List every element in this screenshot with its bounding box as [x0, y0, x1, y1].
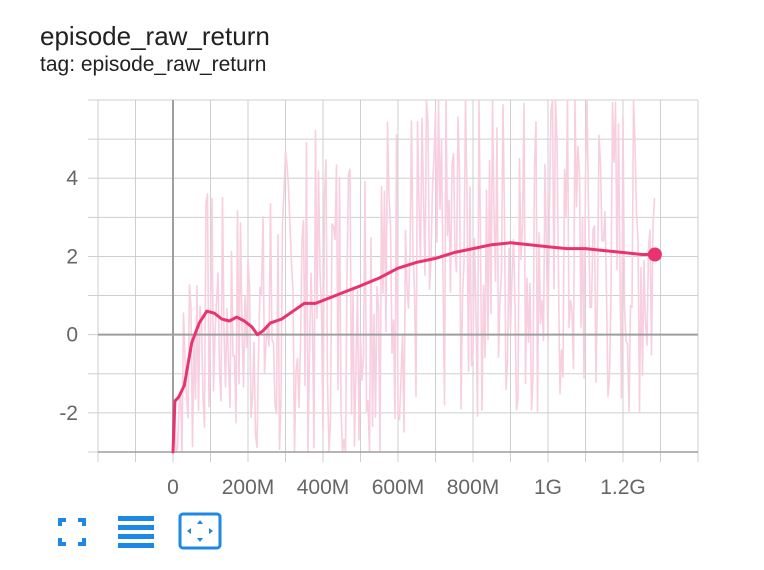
series-end-marker — [647, 247, 662, 262]
fullscreen-icon — [58, 518, 86, 546]
chart-title: episode_raw_return — [40, 21, 270, 51]
chart-subtitle: tag: episode_raw_return — [40, 53, 267, 76]
x-tick-label: 1G — [534, 476, 562, 499]
tick-labels: 0 200M 400M 600M 800M 1G 1.2G -2 0 2 4 — [59, 167, 645, 499]
list-lines-icon — [118, 516, 154, 548]
x-tick-label: 400M — [297, 476, 350, 499]
raw-series-line — [172, 99, 656, 453]
toggle-y-log-button[interactable] — [114, 512, 158, 552]
x-tick-label: 1.2G — [600, 476, 646, 499]
x-tick-label: 600M — [372, 476, 425, 499]
y-tick-label: 2 — [66, 245, 78, 268]
fit-domain-button[interactable] — [178, 512, 222, 552]
series-line — [171, 241, 657, 454]
series-layer — [171, 241, 662, 454]
axes — [98, 100, 698, 453]
x-tick-label: 200M — [222, 476, 275, 499]
y-tick-label: 0 — [66, 324, 78, 347]
y-tick-label: 4 — [66, 167, 78, 190]
fit-domain-icon — [178, 512, 222, 550]
x-tick-label: 800M — [447, 476, 500, 499]
x-tick-label: 0 — [167, 476, 179, 499]
y-tick-label: -2 — [59, 402, 78, 425]
fullscreen-button[interactable] — [50, 512, 94, 552]
raw-series-layer — [172, 99, 656, 453]
